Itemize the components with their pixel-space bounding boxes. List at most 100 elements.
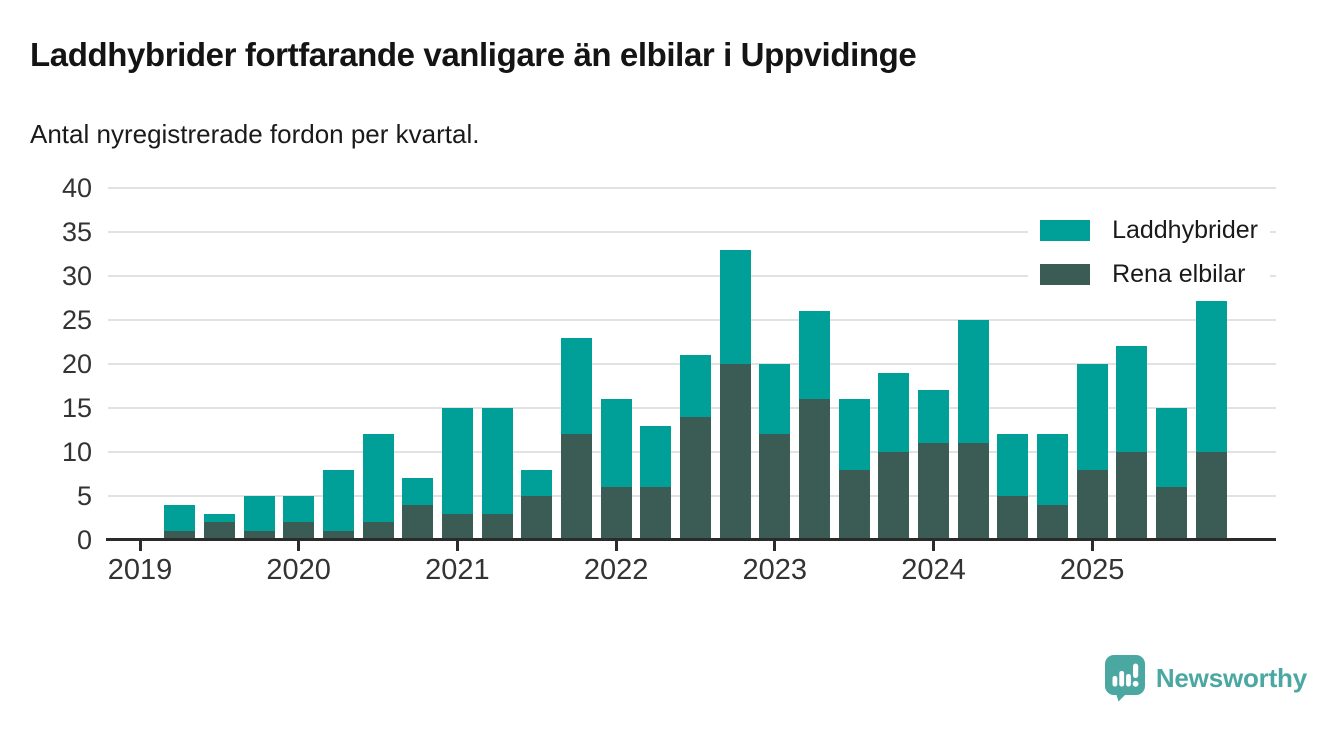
bar-segment-laddhybrider: [759, 364, 791, 435]
bar-2023-q4: [878, 372, 910, 540]
bar-segment-rena-elbilar: [1116, 452, 1148, 540]
bar-segment-rena-elbilar: [679, 416, 711, 540]
newsworthy-wordmark: Newsworthy: [1155, 663, 1307, 693]
newsworthy-logo: Newsworthy: [1104, 655, 1307, 702]
bar-segment-laddhybrider: [322, 469, 354, 532]
y-tick-label-10: 10: [61, 437, 92, 467]
bar-segment-laddhybrider: [997, 434, 1029, 496]
bar-segment-laddhybrider: [719, 249, 751, 364]
bar-segment-laddhybrider: [521, 469, 553, 496]
bar-segment-rena-elbilar: [957, 443, 989, 540]
legend-swatch-laddhybrider: [1040, 220, 1091, 241]
bar-segment-laddhybrider: [243, 496, 275, 532]
bar-2022-q4: [719, 249, 751, 540]
bar-segment-rena-elbilar: [560, 434, 592, 540]
x-tick-2025: [1090, 540, 1094, 551]
bar-segment-rena-elbilar: [521, 496, 553, 540]
y-tick-label-30: 30: [61, 261, 92, 291]
bar-segment-laddhybrider: [283, 496, 315, 523]
y-tick-label-35: 35: [61, 217, 92, 247]
bar-segment-rena-elbilar: [838, 469, 870, 540]
x-tick-label-2019: 2019: [107, 554, 173, 586]
bar-segment-rena-elbilar: [1037, 504, 1069, 540]
bar-segment-rena-elbilar: [798, 399, 830, 540]
bar-segment-rena-elbilar: [402, 504, 434, 540]
y-tick-label-25: 25: [61, 305, 92, 335]
y-tick-label-5: 5: [76, 481, 92, 511]
plot-area: Laddhybrider Rena elbilar 2019 2020 2021 20…: [106, 187, 1276, 586]
legend-item-rena-elbilar: Rena elbilar: [1040, 260, 1258, 289]
bar-segment-laddhybrider: [441, 408, 473, 514]
bar-2023-q1: [759, 364, 791, 540]
legend-item-laddhybrider: Laddhybrider: [1040, 216, 1258, 245]
x-tick-label-2021: 2021: [425, 554, 490, 586]
x-tick-2023: [773, 540, 777, 551]
bar-segment-rena-elbilar: [441, 513, 473, 540]
bar-segment-laddhybrider: [640, 425, 672, 488]
bar-2020-q4: [402, 478, 434, 540]
bar-2025-q4: [1195, 293, 1227, 540]
bar-2022-q2: [640, 425, 672, 540]
bar-segment-rena-elbilar: [243, 531, 275, 540]
legend-label-laddhybrider: Laddhybrider: [1112, 216, 1258, 244]
bar-segment-laddhybrider: [600, 399, 632, 488]
bar-2021-q1: [441, 408, 473, 540]
gridline-y-25: [108, 319, 1276, 321]
bar-2022-q3: [679, 355, 711, 540]
x-tick-2021: [455, 540, 459, 551]
x-tick-label-2020: 2020: [266, 554, 331, 586]
bar-segment-rena-elbilar: [481, 513, 513, 540]
bar-2025-q2: [1116, 346, 1148, 540]
bar-2020-q2: [322, 469, 354, 540]
bar-segment-laddhybrider: [402, 478, 434, 505]
y-tick-label-0: 0: [76, 525, 92, 555]
bar-segment-rena-elbilar: [164, 531, 196, 540]
bar-2025-q3: [1156, 408, 1188, 540]
bar-segment-laddhybrider: [164, 504, 196, 532]
x-tick-2024: [932, 540, 935, 551]
bar-segment-rena-elbilar: [362, 522, 394, 540]
bar-segment-laddhybrider: [918, 390, 949, 444]
bar-segment-rena-elbilar: [322, 531, 354, 540]
bar-segment-rena-elbilar: [203, 522, 235, 540]
bar-2020-q3: [362, 434, 394, 540]
bar-2021-q2: [481, 408, 513, 540]
bar-2024-q1: [918, 390, 949, 540]
bar-segment-laddhybrider: [1037, 434, 1069, 505]
x-tick-label-2023: 2023: [742, 554, 808, 586]
bar-2019-q4: [243, 496, 275, 540]
bar-segment-laddhybrider: [1156, 408, 1188, 488]
gridline-y-40: [108, 187, 1276, 189]
bar-2023-q2: [798, 311, 830, 540]
bar-segment-laddhybrider: [1116, 346, 1148, 452]
bar-segment-rena-elbilar: [1156, 487, 1188, 540]
x-tick-label-2025: 2025: [1059, 554, 1125, 586]
x-tick-2019: [138, 540, 142, 551]
bar-segment-laddhybrider: [878, 372, 910, 452]
bar-2025-q1: [1076, 364, 1108, 540]
bar-segment-laddhybrider: [838, 399, 870, 470]
x-tick-label-2024: 2024: [901, 554, 966, 586]
bar-2021-q4: [560, 337, 592, 540]
x-tick-2022: [614, 540, 618, 551]
bar-segment-rena-elbilar: [600, 487, 632, 540]
bar-segment-laddhybrider: [560, 337, 592, 435]
newsworthy-speech-bubble-chart-icon: [1104, 655, 1145, 702]
chart-legend: Laddhybrider Rena elbilar: [1028, 206, 1270, 301]
bar-2024-q2: [957, 320, 989, 540]
gridline-y-35: [108, 231, 1276, 233]
y-tick-label-20: 20: [61, 349, 92, 379]
gridline-y-30: [108, 275, 1276, 277]
bar-2023-q3: [838, 399, 870, 540]
bar-2020-q1: [283, 496, 315, 540]
legend-swatch-rena-elbilar: [1040, 264, 1091, 285]
bar-segment-laddhybrider: [481, 408, 513, 514]
bar-2024-q3: [997, 434, 1029, 540]
x-axis-line: [106, 538, 1276, 541]
bar-2021-q3: [521, 469, 553, 540]
x-tick-label-2022: 2022: [583, 554, 649, 586]
bar-segment-rena-elbilar: [640, 487, 672, 540]
bar-segment-rena-elbilar: [918, 443, 949, 540]
y-tick-label-15: 15: [61, 393, 92, 423]
